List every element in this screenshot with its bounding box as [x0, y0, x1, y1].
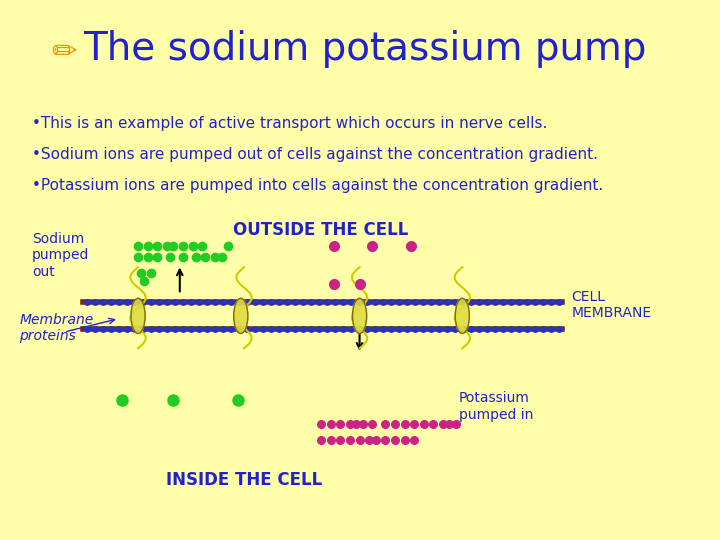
Ellipse shape — [455, 298, 469, 333]
Text: Membrane
proteins: Membrane proteins — [19, 313, 94, 343]
Ellipse shape — [131, 298, 145, 333]
Text: CELL
MEMBRANE: CELL MEMBRANE — [572, 290, 652, 320]
Text: •This is an example of active transport which occurs in nerve cells.: •This is an example of active transport … — [32, 116, 547, 131]
Text: INSIDE THE CELL: INSIDE THE CELL — [166, 471, 322, 489]
Text: •Potassium ions are pumped into cells against the concentration gradient.: •Potassium ions are pumped into cells ag… — [32, 178, 603, 193]
Text: Potassium
pumped in: Potassium pumped in — [459, 392, 534, 422]
Text: The sodium potassium pump: The sodium potassium pump — [84, 30, 647, 68]
Text: •Sodium ions are pumped out of cells against the concentration gradient.: •Sodium ions are pumped out of cells aga… — [32, 147, 598, 162]
Text: OUTSIDE THE CELL: OUTSIDE THE CELL — [233, 221, 409, 239]
Ellipse shape — [353, 298, 366, 333]
Text: Sodium
pumped
out: Sodium pumped out — [32, 232, 89, 279]
Ellipse shape — [234, 298, 248, 333]
Text: ✏: ✏ — [51, 38, 77, 67]
